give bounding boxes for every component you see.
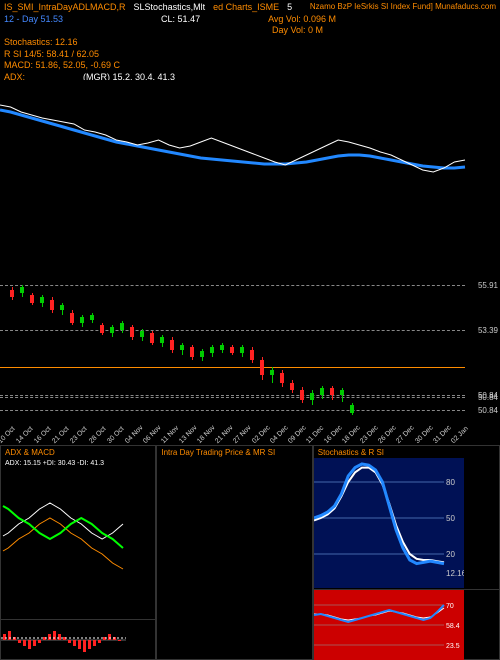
svg-text:20: 20 xyxy=(446,550,455,559)
indicator-panels: ADX & MACD ADX: 15.15 +DI: 30.43 -DI: 41… xyxy=(0,445,500,660)
adx-subtitle: ADX: 15.15 +DI: 30.43 -DI: 41.3 xyxy=(5,460,104,467)
intraday-title: Intra Day Trading Price & MR SI xyxy=(161,448,275,457)
rsi-val: R SI 14/5: 58.41 / 62.05 xyxy=(4,49,496,61)
avg-vol: Avg Vol: 0.096 M xyxy=(268,14,336,26)
day-vol: Day Vol: 0 M xyxy=(272,25,323,37)
num: 5 xyxy=(287,2,292,14)
macd-val: MACD: 51.86, 52.05, -0.69 C xyxy=(4,60,496,72)
stochastics-val: Stochastics: 12.16 xyxy=(4,37,496,49)
close-price: CL: 51.47 xyxy=(161,14,200,26)
svg-text:80: 80 xyxy=(446,478,455,487)
svg-text:50: 50 xyxy=(446,514,455,523)
macd-histogram xyxy=(1,619,155,659)
adx-panel-title: ADX & MACD xyxy=(5,448,55,457)
intraday-panel: Intra Day Trading Price & MR SI xyxy=(156,445,312,660)
stoch-title: Stochastics & R SI xyxy=(318,448,384,457)
ticker-line: IS_SMI_IntraDayADLMACD,R xyxy=(4,2,126,14)
date-axis: 10 Oct14 Oct16 Oct21 Oct23 Oct28 Oct30 O… xyxy=(0,438,465,445)
stochastics-rsi-panel: Stochastics & R SI 80 50 20 12.16 70 58.4 23.… xyxy=(313,445,500,660)
title-right: Nzamo BzP Ie­Srkis SI Index Fund] Munafa… xyxy=(310,2,496,14)
svg-text:70: 70 xyxy=(446,603,454,610)
svg-text:12.16: 12.16 xyxy=(446,569,464,578)
day-line: 12 - Day 51.53 xyxy=(4,14,63,26)
price-ma-chart xyxy=(0,80,500,270)
rsi-subpanel: 70 58.4 23.5 xyxy=(314,589,499,659)
svg-text:58.4: 58.4 xyxy=(446,623,460,630)
indicator-tag: SLStochastics,Mlt xyxy=(134,2,206,14)
candlestick-chart: 55.9153.3950.8450.8450.84 10 Oct14 Oct16… xyxy=(0,275,500,445)
chart-tag: ed Charts_ISME xyxy=(213,2,279,14)
adx-macd-panel: ADX & MACD ADX: 15.15 +DI: 30.43 -DI: 41… xyxy=(0,445,156,660)
svg-text:23.5: 23.5 xyxy=(446,643,460,650)
